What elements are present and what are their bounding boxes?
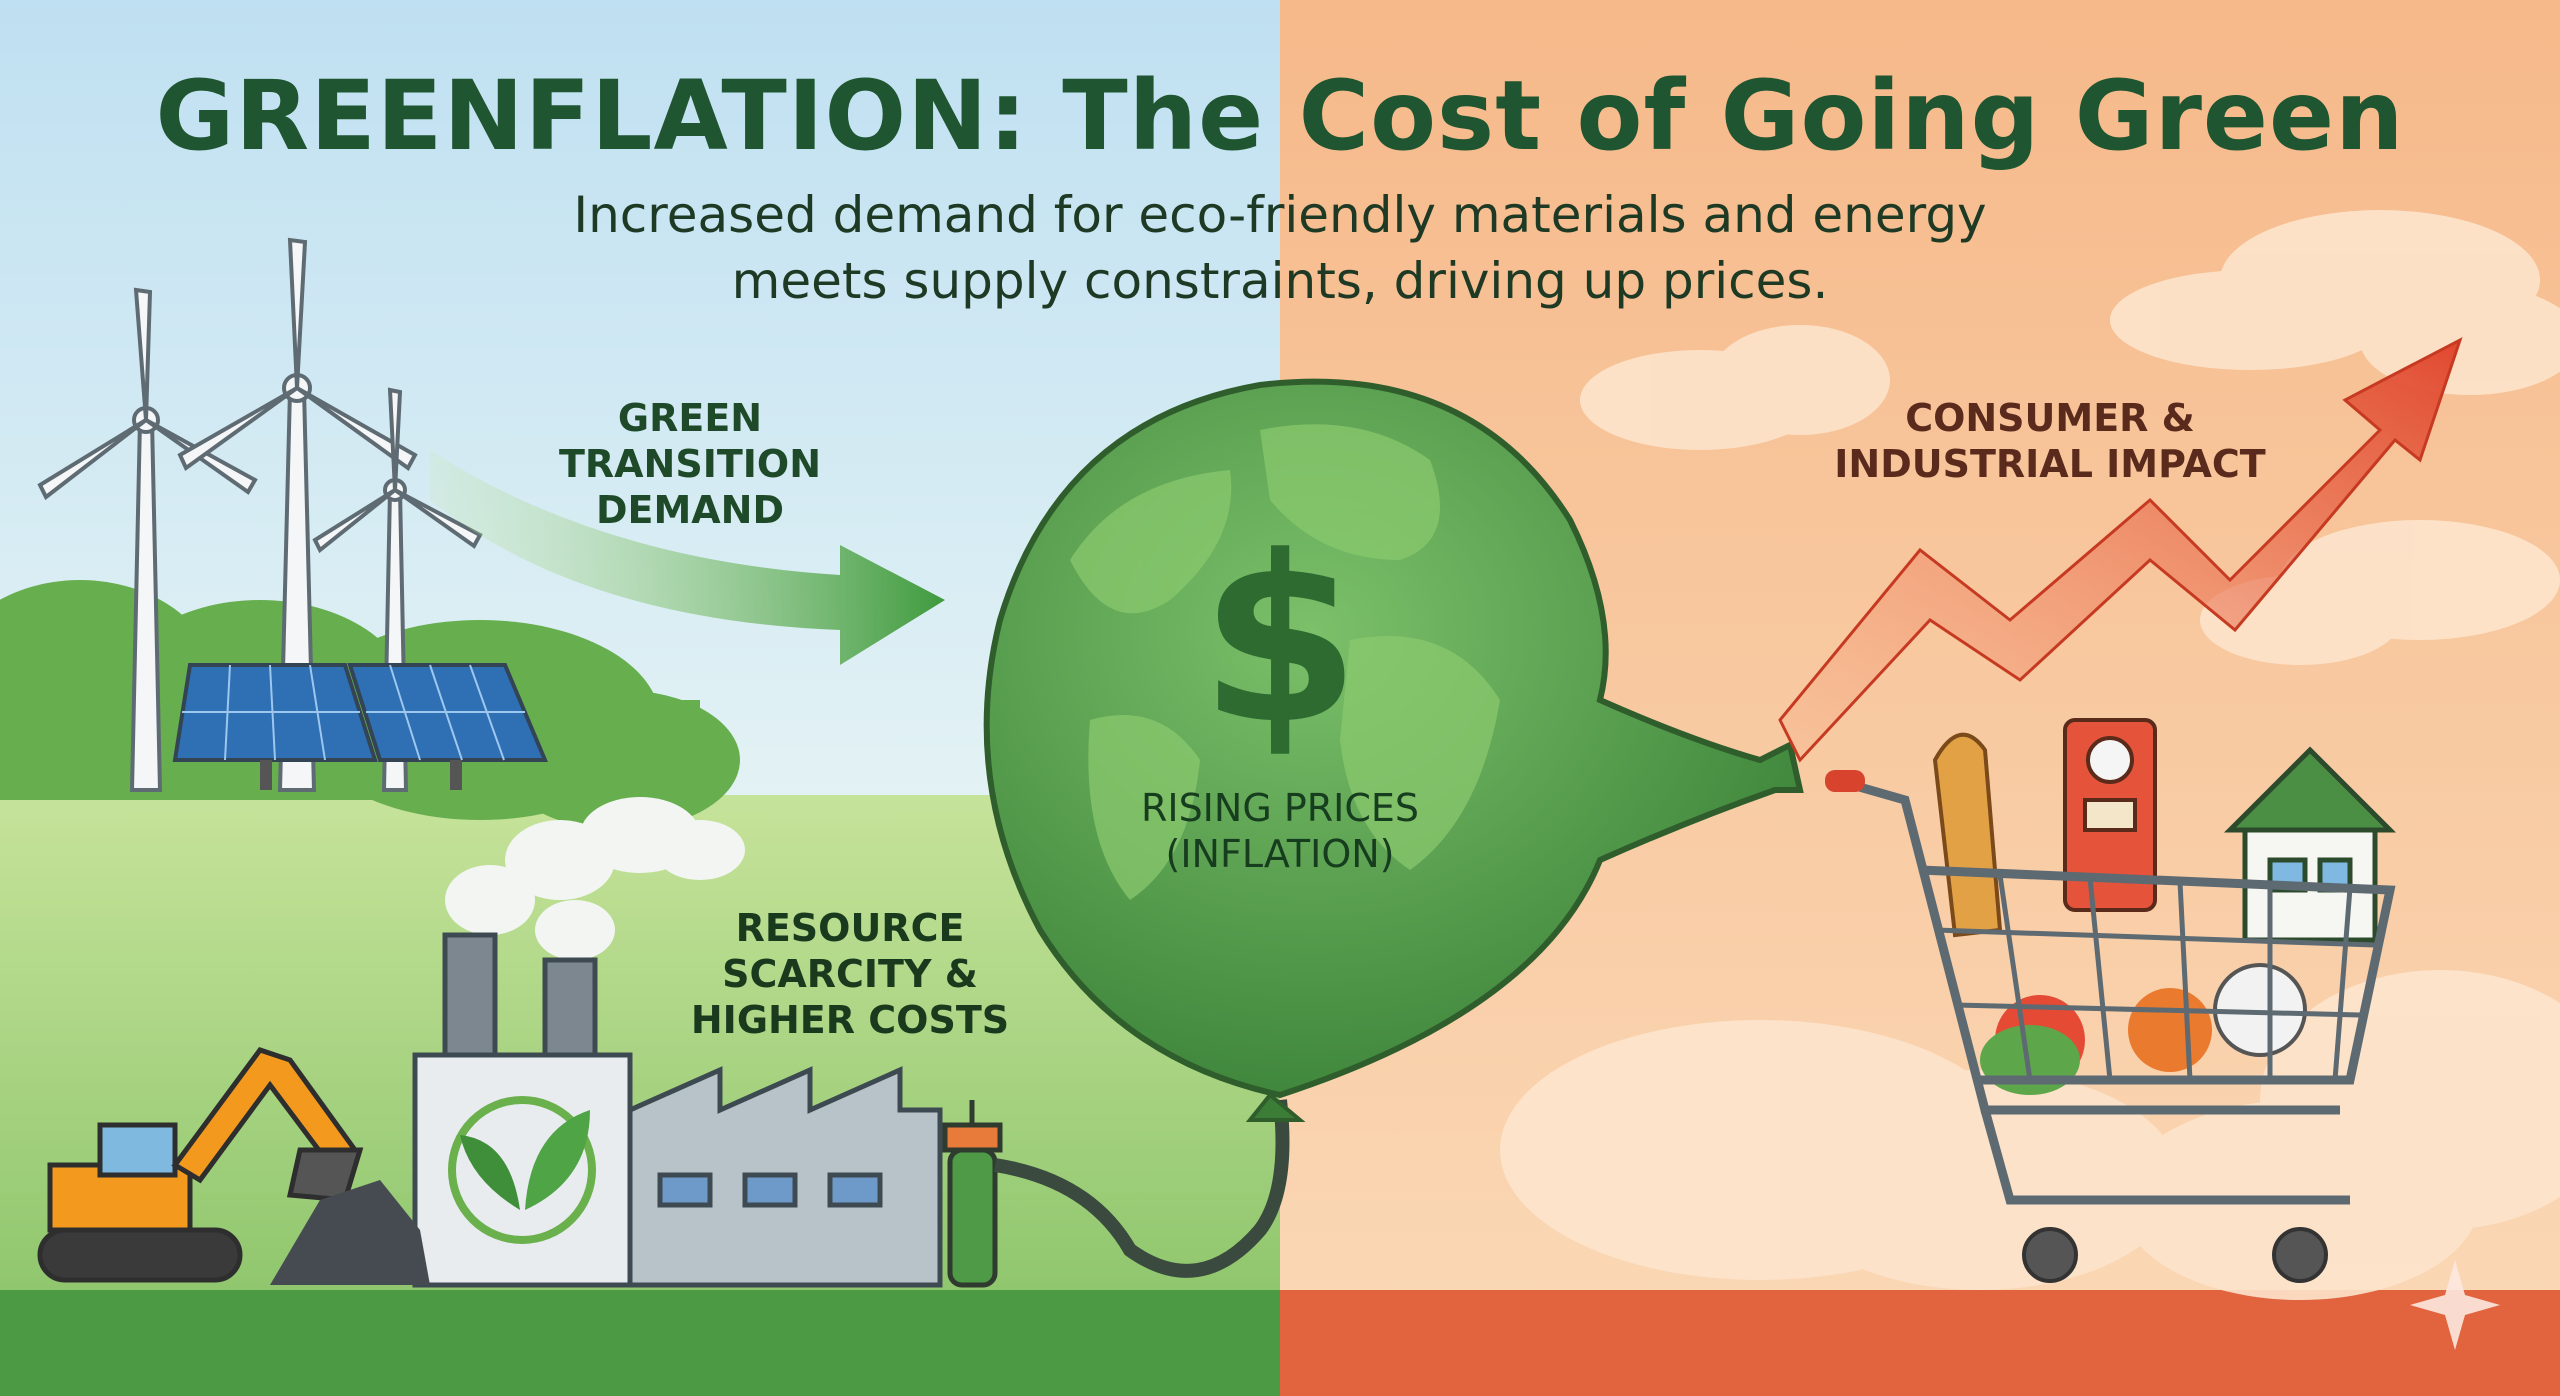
- page-subtitle: Increased demand for eco-friendly materi…: [0, 182, 2560, 314]
- subtitle-line-2: meets supply constraints, driving up pri…: [731, 252, 1829, 310]
- leaf-icon: [448, 1096, 596, 1244]
- label-rising-prices: RISING PRICES (INFLATION): [1080, 785, 1480, 877]
- subtitle-line-1: Increased demand for eco-friendly materi…: [573, 186, 1987, 244]
- hose: [993, 1099, 1290, 1278]
- fuel-pump-icon: [2063, 718, 2157, 912]
- label-line: DEMAND: [595, 488, 785, 532]
- page-title: GREENFLATION: The Cost of Going Green: [155, 60, 2405, 172]
- clouds: [1500, 210, 2560, 1300]
- trend-arrow-icon: [1778, 336, 2463, 763]
- label-line: CONSUMER &: [1905, 396, 2195, 440]
- label-consumer-industrial-impact: CONSUMER & INDUSTRIAL IMPACT: [1800, 395, 2300, 487]
- solar-panel-icon: [172, 663, 549, 790]
- cart-wheels: [2022, 1227, 2328, 1283]
- balloon-dollar-symbol: $: [1200, 508, 1360, 775]
- label-line: RESOURCE: [735, 906, 965, 950]
- demand-arrow: [430, 450, 945, 665]
- label-line: TRANSITION: [558, 442, 822, 486]
- label-line: SCARCITY &: [722, 952, 978, 996]
- excavator-icon: [37, 1047, 364, 1283]
- pump-icon: [942, 1100, 1003, 1288]
- label-line: RISING PRICES: [1140, 786, 1420, 830]
- label-line: (INFLATION): [1165, 832, 1395, 876]
- label-line: INDUSTRIAL IMPACT: [1834, 442, 2266, 486]
- smoke: [445, 797, 745, 960]
- cart-handle: [1825, 770, 1865, 792]
- ground-strip-right: [1280, 1290, 2560, 1396]
- label-resource-scarcity: RESOURCE SCARCITY & HIGHER COSTS: [650, 905, 1050, 1043]
- globe-balloon-icon: [983, 378, 1804, 1122]
- label-line: HIGHER COSTS: [690, 998, 1010, 1042]
- ground-strip-left: [0, 1290, 1280, 1396]
- sparkle-icon: [2410, 1260, 2500, 1350]
- label-green-transition-demand: GREEN TRANSITION DEMAND: [490, 395, 890, 533]
- shopping-cart-icon: [1833, 775, 2396, 1205]
- label-line: GREEN: [617, 396, 763, 440]
- rubble: [270, 1180, 430, 1285]
